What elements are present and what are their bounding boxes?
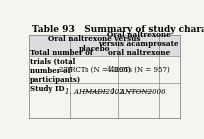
Text: Table 93   Summary of study characteristics for naltrexone: Table 93 Summary of study characteristic… xyxy=(32,25,204,34)
Text: Oral naltrexone
versus acamprosate
oral naltrexone: Oral naltrexone versus acamprosate oral … xyxy=(98,31,179,57)
Text: 1. ANTON2006: 1. ANTON2006 xyxy=(111,88,166,96)
Text: Total number of
trials (total
number of
participants): Total number of trials (total number of … xyxy=(30,49,93,84)
Text: Oral naltrexone versus
placebo: Oral naltrexone versus placebo xyxy=(48,35,141,53)
Text: 27 RCTs (N = 4296): 27 RCTs (N = 4296) xyxy=(59,65,130,73)
Bar xyxy=(29,35,181,56)
Text: Study ID: Study ID xyxy=(30,85,65,93)
Text: 4 RCTs (N = 957): 4 RCTs (N = 957) xyxy=(107,65,170,73)
Text: 1. AHMADI2002: 1. AHMADI2002 xyxy=(65,88,124,96)
